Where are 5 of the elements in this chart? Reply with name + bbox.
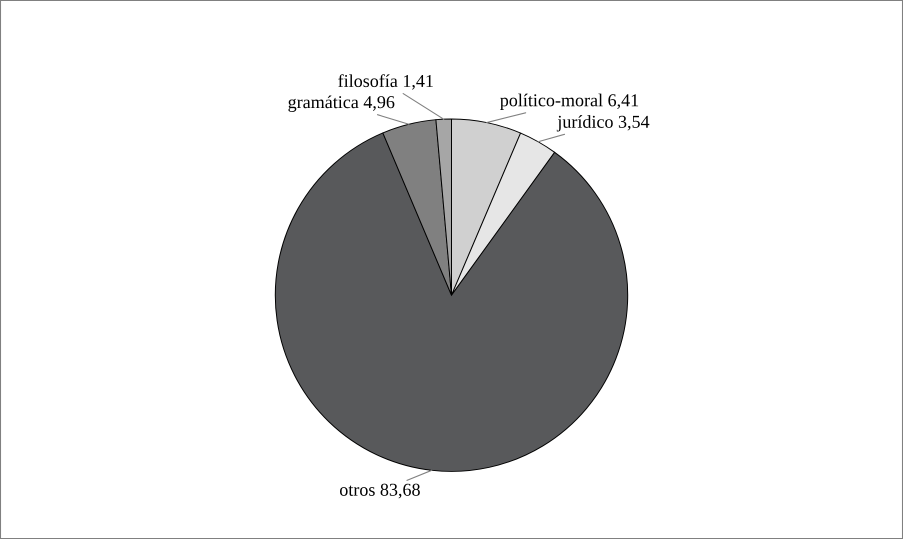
slice-label: jurídico 3,54 [556, 115, 650, 132]
slice-label: otros 83,68 [340, 484, 420, 498]
slice-label: filosofía 1,41 [338, 74, 433, 90]
slice-label: político-moral 6,41 [500, 94, 638, 110]
slice-label: gramática 4,96 [288, 95, 394, 112]
